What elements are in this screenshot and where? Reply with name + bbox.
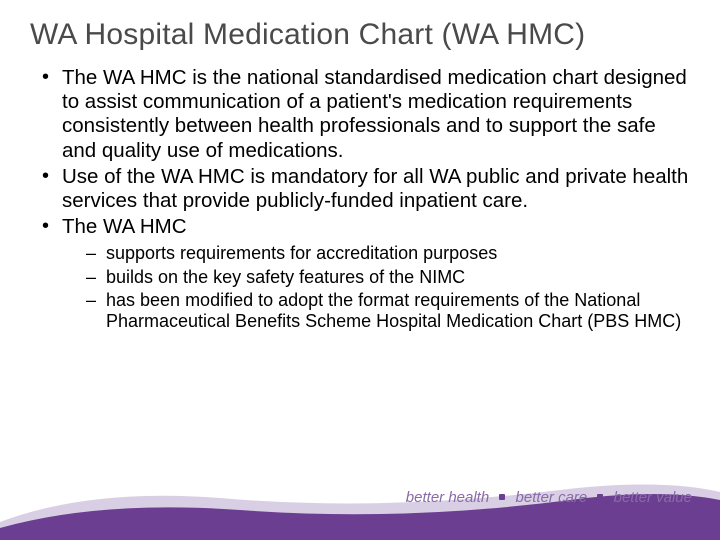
sub-text: supports requirements for accreditation … bbox=[106, 243, 497, 263]
bullet-list: The WA HMC is the national standardised … bbox=[30, 66, 690, 332]
separator-dot-icon bbox=[597, 494, 603, 500]
sub-item: builds on the key safety features of the… bbox=[86, 267, 690, 288]
tagline-phrase: better value bbox=[614, 489, 692, 506]
tagline-phrase: better health bbox=[406, 489, 489, 506]
tagline: better health better care better value bbox=[406, 489, 692, 506]
separator-dot-icon bbox=[499, 494, 505, 500]
sub-list: supports requirements for accreditation … bbox=[62, 243, 690, 332]
sub-text: builds on the key safety features of the… bbox=[106, 267, 465, 287]
footer: better health better care better value bbox=[0, 470, 720, 540]
sub-text: has been modified to adopt the format re… bbox=[106, 290, 681, 331]
list-item: The WA HMC supports requirements for acc… bbox=[42, 215, 690, 332]
bullet-text: The WA HMC bbox=[62, 215, 187, 238]
slide-title: WA Hospital Medication Chart (WA HMC) bbox=[30, 18, 690, 52]
sub-item: has been modified to adopt the format re… bbox=[86, 290, 690, 332]
slide: WA Hospital Medication Chart (WA HMC) Th… bbox=[0, 0, 720, 540]
tagline-phrase: better care bbox=[516, 489, 588, 506]
sub-item: supports requirements for accreditation … bbox=[86, 243, 690, 264]
list-item: Use of the WA HMC is mandatory for all W… bbox=[42, 165, 690, 213]
list-item: The WA HMC is the national standardised … bbox=[42, 66, 690, 163]
bullet-text: The WA HMC is the national standardised … bbox=[62, 66, 687, 162]
bullet-text: Use of the WA HMC is mandatory for all W… bbox=[62, 165, 688, 212]
